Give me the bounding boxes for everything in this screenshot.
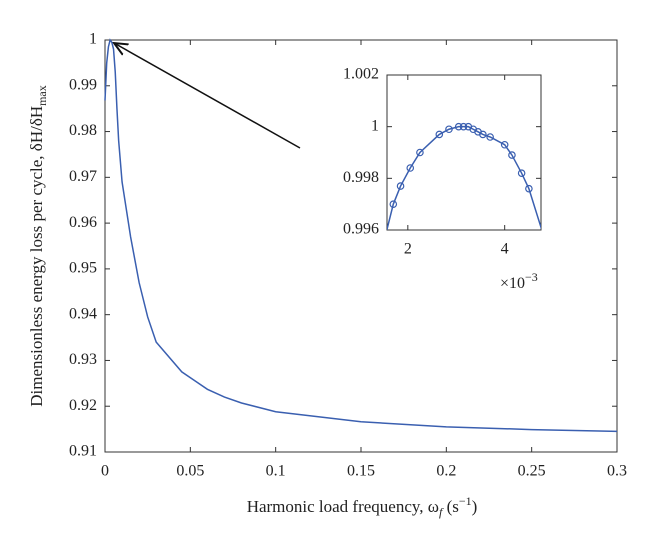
x-tick-label: 0.3 bbox=[607, 463, 627, 480]
y-tick-label: 0.91 bbox=[69, 443, 97, 460]
y-tick-label: 0.95 bbox=[69, 260, 97, 277]
y-tick-label: 0.92 bbox=[69, 397, 97, 414]
x-axis-label: Harmonic load frequency, ωf (s−1) bbox=[247, 494, 478, 519]
plot-frame bbox=[386, 74, 542, 231]
multiplier-part: −3 bbox=[525, 270, 538, 284]
data-point bbox=[459, 122, 468, 131]
x-tick-label: 0.25 bbox=[518, 463, 546, 480]
x-label-part: Harmonic load frequency, ω bbox=[247, 497, 439, 516]
x-label-part: f bbox=[439, 505, 444, 519]
x-tick-label: 0 bbox=[101, 463, 109, 480]
y-tick-label: 0.99 bbox=[69, 76, 97, 93]
y-tick-label: 0.998 bbox=[343, 169, 379, 186]
y-tick-label: 0.996 bbox=[343, 221, 379, 238]
x-label-part: −1 bbox=[459, 494, 472, 508]
x-tick-label: 4 bbox=[501, 241, 509, 258]
y-tick-label: 0.93 bbox=[69, 351, 97, 368]
x-tick-label: 0.1 bbox=[266, 463, 286, 480]
data-point bbox=[486, 133, 494, 141]
x-tick-label: 0.15 bbox=[347, 463, 375, 480]
data-point bbox=[479, 130, 487, 139]
y-label-part: Dimensionless energy loss per cycle, δH/… bbox=[27, 106, 46, 407]
data-point bbox=[435, 130, 444, 139]
y-tick-label: 0.98 bbox=[69, 122, 97, 139]
x-label-part: ) bbox=[472, 497, 478, 516]
plot-area bbox=[387, 122, 541, 230]
data-point bbox=[500, 140, 509, 149]
x-tick-label: 2 bbox=[404, 241, 412, 258]
inset-x-multiplier: ×10−3 bbox=[500, 270, 538, 292]
x-label-part: (s bbox=[442, 497, 459, 516]
data-point bbox=[517, 169, 526, 177]
y-tick-label: 1.002 bbox=[343, 66, 379, 83]
y-tick-label: 1 bbox=[89, 31, 97, 48]
data-point bbox=[389, 200, 398, 208]
x-tick-label: 0.2 bbox=[436, 463, 456, 480]
data-line bbox=[104, 38, 618, 433]
data-point bbox=[396, 182, 405, 190]
data-point bbox=[406, 164, 415, 172]
data-point bbox=[508, 151, 516, 159]
data-point bbox=[416, 148, 424, 157]
y-tick-label: 1 bbox=[371, 117, 379, 134]
y-axis-label: Dimensionless energy loss per cycle, δH/… bbox=[27, 85, 49, 407]
multiplier-part: ×10 bbox=[500, 275, 525, 292]
y-tick-label: 0.94 bbox=[69, 305, 97, 322]
plot-area bbox=[104, 38, 618, 433]
data-point bbox=[445, 125, 453, 134]
y-label-part: max bbox=[35, 85, 49, 106]
y-tick-label: 0.97 bbox=[69, 168, 97, 185]
data-line bbox=[387, 125, 541, 230]
data-point bbox=[525, 184, 533, 193]
x-tick-label: 0.05 bbox=[176, 463, 204, 480]
y-tick-label: 0.96 bbox=[69, 214, 97, 231]
annotation-arrow bbox=[114, 43, 301, 149]
data-point bbox=[454, 122, 463, 131]
